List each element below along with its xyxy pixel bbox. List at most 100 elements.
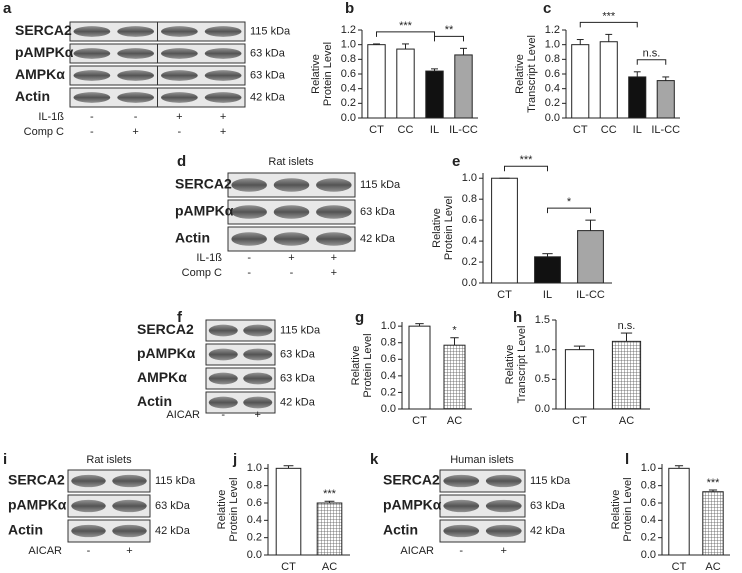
y-axis-label-line: Relative [504, 345, 516, 385]
significance-label: n.s. [618, 320, 636, 332]
x-tick-label: IL-CC [576, 289, 605, 301]
condition-name: AICAR [166, 409, 200, 421]
condition-sign: + [255, 409, 261, 421]
y-tick-label: 0.2 [545, 97, 560, 109]
molecular-weight: 42 kDa [360, 233, 396, 245]
blot-title: Human islets [450, 454, 514, 466]
blot-band [73, 48, 111, 59]
condition-name: IL-1ß [196, 252, 222, 264]
blot-band [112, 524, 147, 538]
y-tick-label: 1.5 [535, 314, 550, 326]
protein-name: AMPKα [15, 66, 65, 82]
y-tick-label: 0.4 [247, 514, 262, 526]
y-tick-label: 0.0 [247, 549, 262, 561]
blot-band [161, 70, 198, 81]
molecular-weight: 115 kDa [155, 475, 196, 487]
y-axis-label: RelativeProtein Level [431, 196, 455, 260]
blot-band [71, 474, 106, 488]
blot-band [161, 26, 198, 37]
bar [599, 41, 618, 119]
x-tick-label: CC [398, 124, 414, 136]
condition-sign: - [459, 545, 463, 557]
y-axis-label: RelativeTranscript Level [514, 35, 538, 113]
condition-sign: + [176, 111, 182, 123]
blot-band [204, 92, 242, 103]
molecular-weight: 42 kDa [530, 525, 566, 537]
blot-band [208, 348, 238, 361]
x-tick-label: CT [412, 415, 427, 427]
molecular-weight: 42 kDa [280, 396, 316, 408]
protein-name: pAMPKα [383, 497, 442, 513]
blot-band [117, 70, 154, 81]
condition-name: Comp C [182, 267, 222, 279]
x-tick-label: IL [543, 289, 552, 301]
y-tick-label: 0.4 [462, 235, 477, 247]
y-tick-label: 0.0 [545, 112, 560, 124]
x-tick-label: IL-CC [651, 124, 680, 136]
condition-sign: - [221, 409, 225, 421]
protein-name: pAMPKα [8, 497, 67, 513]
x-tick-label: AC [619, 415, 634, 427]
x-tick-label: CT [573, 124, 588, 136]
significance-bracket [434, 35, 464, 42]
blot-band [208, 372, 238, 385]
y-axis-label-line: Protein Level [322, 42, 334, 106]
significance-label: *** [323, 488, 337, 500]
x-tick-label: AC [322, 561, 337, 573]
panel-letter: a [3, 0, 12, 17]
protein-name: pAMPKα [175, 203, 234, 219]
panel-letter: b [345, 0, 354, 17]
y-axis-label-line: Protein Level [362, 333, 374, 397]
bar [534, 256, 561, 284]
y-tick-label: 0.8 [381, 337, 396, 349]
y-tick-label: 1.0 [341, 39, 356, 51]
blot-band [204, 26, 242, 37]
panel-letter: d [177, 153, 186, 170]
significance-label: ** [445, 24, 454, 36]
y-tick-label: 0.8 [247, 480, 262, 492]
bar [577, 230, 604, 284]
panel-letter: c [543, 0, 551, 17]
bar [571, 44, 590, 119]
condition-sign: + [288, 252, 294, 264]
x-tick-label: IL [633, 124, 642, 136]
blot-band [273, 205, 310, 219]
x-tick-label: CC [601, 124, 617, 136]
blot-band [485, 499, 522, 513]
significance-label: * [567, 196, 572, 208]
blot-band [443, 499, 480, 513]
protein-name: SERCA2 [137, 321, 194, 337]
y-axis-label: RelativeTranscript Level [504, 326, 528, 404]
blot-band [204, 48, 242, 59]
condition-sign: + [501, 545, 507, 557]
y-axis-label: RelativeProtein Level [216, 477, 240, 541]
molecular-weight: 115 kDa [250, 25, 291, 37]
panel-letter: f [177, 309, 183, 326]
y-axis-label-line: Transcript Level [516, 326, 528, 404]
blot-title: Rat islets [268, 156, 314, 168]
molecular-weight: 63 kDa [280, 348, 316, 360]
bar [702, 491, 724, 556]
blot-band [485, 474, 522, 488]
panel-letter: h [513, 309, 522, 326]
blot-band [243, 396, 273, 409]
blot-title: Rat islets [86, 454, 132, 466]
y-tick-label: 1.0 [462, 172, 477, 184]
x-tick-label: CT [672, 561, 687, 573]
blot-band [71, 499, 106, 513]
significance-bracket [504, 165, 548, 172]
condition-sign: + [331, 252, 337, 264]
blot-band [316, 178, 352, 192]
condition-sign: - [290, 267, 294, 279]
y-tick-label: 0.6 [381, 353, 396, 365]
significance-bracket [376, 31, 435, 37]
y-axis-label-line: Protein Level [228, 477, 240, 541]
protein-name: pAMPKα [15, 44, 74, 60]
y-tick-label: 0.0 [462, 277, 477, 289]
protein-name: Actin [383, 522, 418, 538]
y-tick-label: 1.0 [247, 462, 262, 474]
molecular-weight: 42 kDa [250, 91, 286, 103]
protein-name: Actin [8, 522, 43, 538]
blot-band [208, 396, 238, 409]
bar [628, 76, 647, 119]
